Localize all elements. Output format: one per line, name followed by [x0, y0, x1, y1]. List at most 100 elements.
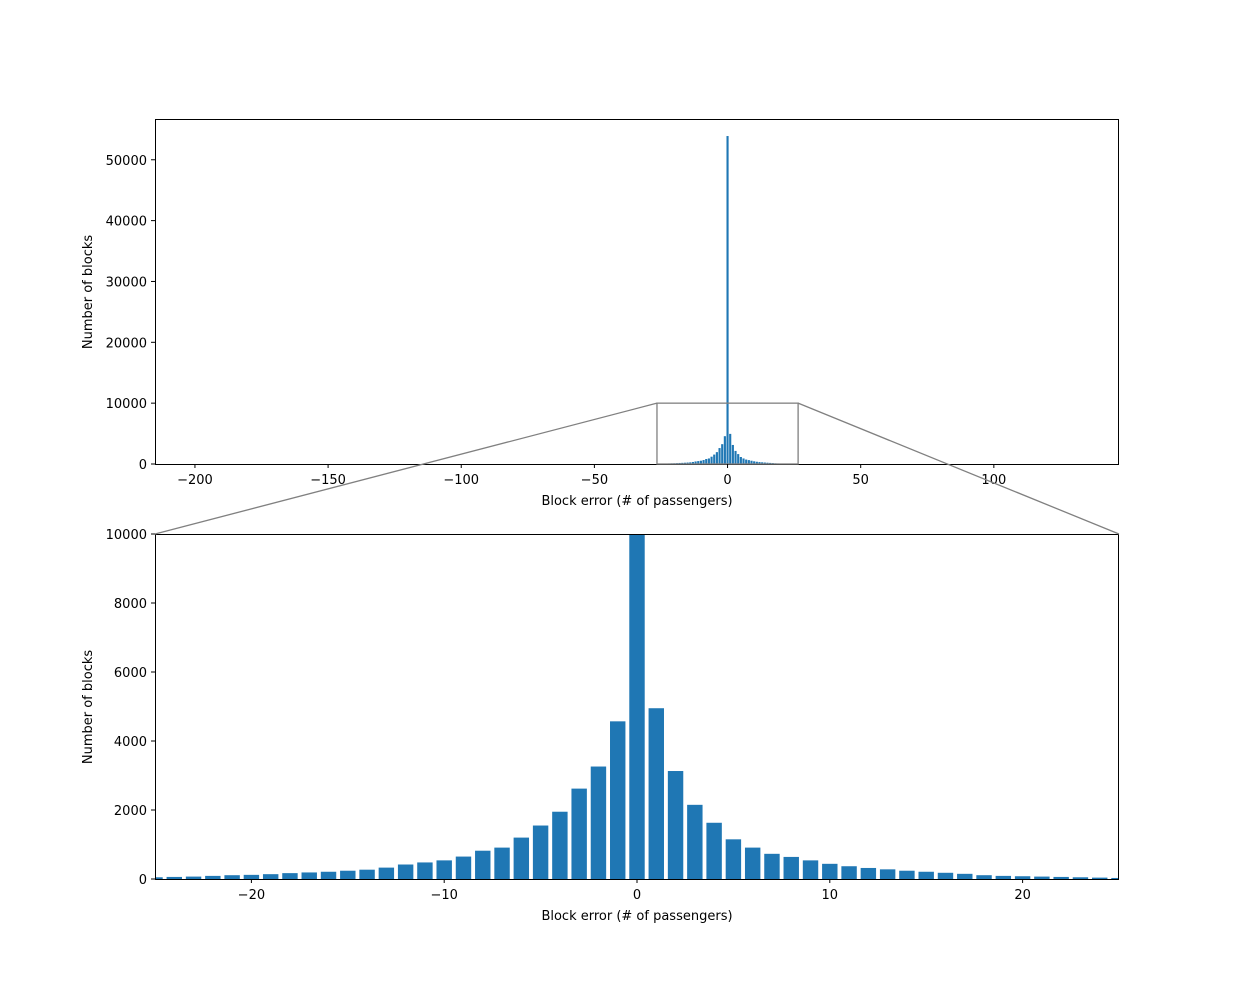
top-bar: [694, 461, 697, 464]
bottom-bar: [937, 872, 954, 879]
top-bar: [753, 461, 756, 464]
bottom-y-ticks: 0 2000 4000 6000 8000 10000: [106, 528, 155, 888]
top-bar: [715, 452, 718, 464]
bottom-bar: [725, 839, 742, 879]
bottom-bar: [957, 873, 973, 879]
top-x-tick-label: −150: [310, 473, 346, 488]
bottom-y-tick-label: 6000: [114, 666, 147, 681]
bottom-x-ticks: −20 −10 0 10 20: [238, 879, 1031, 903]
top-bar: [750, 460, 753, 464]
bottom-bar: [976, 875, 992, 879]
bottom-bar: [166, 876, 182, 879]
bottom-bar: [475, 850, 491, 879]
bottom-x-tick-label: 10: [822, 888, 839, 903]
bottom-bar: [706, 822, 722, 879]
bottom-bar: [1053, 876, 1069, 879]
bottom-bar: [378, 867, 395, 879]
top-y-axis-label: Number of blocks: [81, 235, 96, 350]
bottom-bar: [185, 876, 202, 879]
top-bar: [718, 448, 721, 464]
bottom-y-tick-label: 0: [139, 873, 147, 888]
bottom-bar: [667, 771, 684, 879]
bottom-bar: [340, 870, 356, 879]
bottom-bar: [359, 869, 375, 879]
top-bar: [723, 436, 726, 464]
bottom-y-tick-label: 2000: [114, 804, 147, 819]
bottom-bar: [860, 867, 877, 879]
bottom-x-axis-label: Block error (# of passengers): [541, 909, 732, 924]
bottom-bar: [802, 860, 819, 879]
top-axes-frame: [155, 119, 1119, 465]
top-bar: [745, 459, 748, 464]
bottom-y-tick-label: 10000: [106, 528, 147, 543]
top-bar: [691, 461, 694, 464]
top-bar: [702, 460, 705, 464]
top-bar: [742, 458, 745, 464]
top-y-tick-label: 20000: [106, 336, 147, 351]
top-bar: [726, 136, 729, 464]
bottom-y-tick-label: 4000: [114, 735, 147, 750]
top-x-tick-label: −50: [581, 473, 608, 488]
top-bar: [747, 460, 750, 464]
top-y-tick-label: 0: [139, 458, 147, 473]
top-bar: [707, 458, 710, 464]
top-x-tick-label: 50: [852, 473, 869, 488]
bottom-bar: [155, 877, 163, 879]
bottom-y-tick-label: 8000: [114, 597, 147, 612]
bottom-x-tick-label: 0: [633, 888, 641, 903]
zoom-connector-left: [154, 402, 658, 535]
top-x-tick-label: 0: [723, 473, 731, 488]
bottom-bar: [764, 853, 780, 879]
top-bar: [731, 444, 734, 464]
top-y-tick-label: 10000: [106, 397, 147, 412]
bottom-bar: [205, 875, 221, 879]
bottom-bar: [629, 534, 645, 879]
bottom-bar: [879, 869, 896, 879]
top-bar: [739, 457, 742, 464]
top-bar: [729, 433, 732, 464]
bottom-bar: [899, 870, 915, 879]
top-y-tick-label: 40000: [106, 215, 147, 230]
zoom-connector-right: [797, 402, 1120, 535]
top-x-ticks: −200 −150 −100 −50 0 50 100: [177, 464, 1006, 488]
bottom-bar: [513, 837, 530, 879]
top-bar: [705, 459, 708, 464]
bottom-bar: [417, 862, 433, 879]
top-bar: [721, 444, 724, 464]
bottom-bar: [841, 866, 857, 879]
top-bar: [763, 462, 766, 464]
bottom-bar: [918, 871, 934, 879]
bottom-bar: [590, 766, 607, 879]
top-y-tick-label: 30000: [106, 275, 147, 290]
bottom-bar: [320, 871, 337, 879]
top-y-ticks: 0 10000 20000 30000 40000 50000: [106, 154, 155, 473]
bottom-bar: [1014, 876, 1031, 879]
top-y-tick-label: 50000: [106, 154, 147, 169]
top-bar: [734, 450, 737, 464]
bottom-bar: [455, 856, 472, 879]
top-x-tick-label: −100: [443, 473, 479, 488]
top-bar: [699, 460, 702, 464]
bottom-bar: [1072, 877, 1089, 879]
top-bar: [755, 461, 758, 464]
top-bar: [697, 461, 700, 464]
bottom-bar: [995, 875, 1012, 879]
bottom-bars: [155, 534, 1119, 879]
bottom-bar: [224, 875, 240, 879]
bottom-bar: [571, 788, 587, 879]
top-bar: [710, 456, 713, 464]
bottom-bar: [282, 873, 298, 879]
bottom-y-axis-label: Number of blocks: [81, 650, 96, 765]
bottom-bar: [744, 847, 761, 879]
bottom-bar: [397, 864, 414, 879]
top-bar: [737, 454, 740, 464]
bottom-chart: −20 −10 0 10 20 0 2000 4000 6000 8000 10000 Block…: [81, 528, 1119, 924]
bottom-bar: [243, 874, 260, 879]
top-bar: [686, 462, 689, 464]
bottom-bar: [532, 825, 549, 879]
bottom-bar: [648, 708, 664, 879]
top-bar: [761, 462, 764, 464]
bottom-bar: [301, 872, 317, 879]
top-bar: [758, 462, 761, 464]
